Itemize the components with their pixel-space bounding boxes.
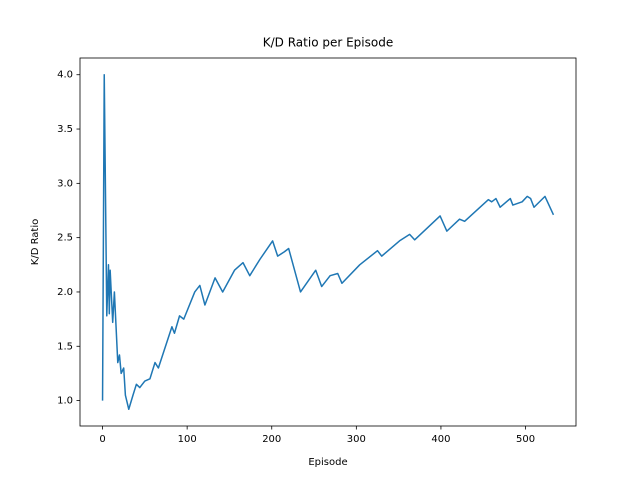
y-tick-label: 2.0 xyxy=(57,287,73,298)
x-tick-label: 400 xyxy=(431,434,450,445)
x-tick-label: 500 xyxy=(516,434,535,445)
plot-frame xyxy=(79,57,577,427)
data-line xyxy=(101,73,555,411)
y-tick-label: 2.5 xyxy=(57,233,73,244)
y-tick-label: 3.5 xyxy=(57,124,73,135)
y-axis-label: K/D Ratio xyxy=(30,219,41,265)
y-tick-label: 4.0 xyxy=(57,70,73,81)
y-tick-label: 1.5 xyxy=(57,341,73,352)
x-axis-label: Episode xyxy=(308,457,347,468)
x-tick-label: 200 xyxy=(262,434,281,445)
chart-title: K/D Ratio per Episode xyxy=(263,36,393,50)
y-tick-label: 1.0 xyxy=(57,396,73,407)
y-tick-label: 3.0 xyxy=(57,178,73,189)
x-tick-label: 300 xyxy=(347,434,366,445)
x-tick-label: 100 xyxy=(178,434,197,445)
x-tick-label: 0 xyxy=(99,434,105,445)
